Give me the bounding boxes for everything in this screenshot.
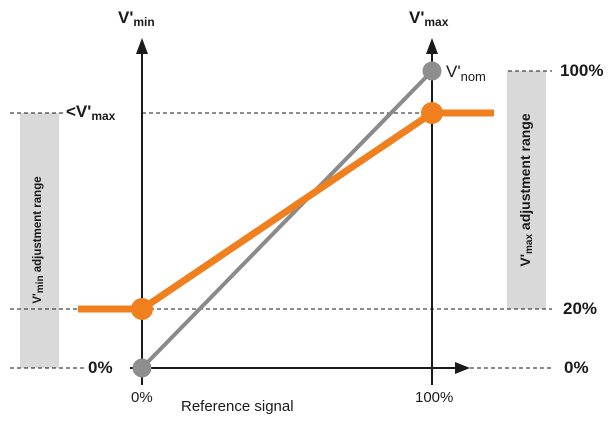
x-axis-arrow: [455, 362, 470, 374]
vnom-label: V'nom: [446, 62, 486, 84]
vmin-range-label: V'min adjustment range: [32, 176, 46, 304]
pct-0-right-label: 0%: [564, 358, 589, 377]
vmax-range-label: V'max adjustment range: [517, 113, 535, 267]
vmax-range-band: [507, 71, 546, 309]
vnom-end-point: [422, 61, 442, 81]
vmax-point: [421, 102, 443, 124]
vmin-point: [131, 298, 153, 320]
x-tick-0: 0%: [131, 389, 153, 406]
right-axis-arrow: [426, 38, 438, 54]
vnom-start-point: [132, 358, 152, 378]
x-axis-label: Reference signal: [181, 398, 294, 415]
vmin-range-band: [20, 113, 59, 368]
characteristic-line: [78, 109, 494, 313]
axis-title-vmax: V'max: [409, 8, 449, 29]
axis-title-vmin: V'min: [118, 8, 155, 29]
pct-20-right-label: 20%: [563, 299, 598, 318]
nominal-line: [140, 69, 434, 370]
left-axis-arrow: [136, 38, 148, 54]
pct-100-right-label: 100%: [560, 61, 604, 80]
lt-vmax-label: <V'max: [66, 102, 116, 123]
axes: [130, 52, 458, 385]
dashed-guides: [10, 70, 552, 369]
x-tick-100: 100%: [415, 389, 454, 406]
pct-0-left-label: 0%: [88, 358, 113, 377]
